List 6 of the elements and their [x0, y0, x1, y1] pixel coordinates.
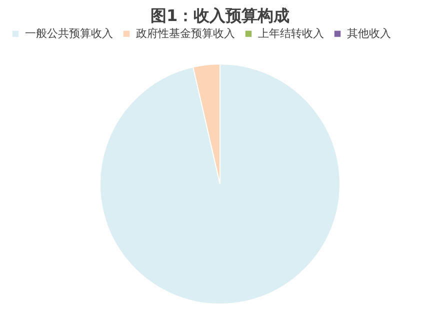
legend-label: 其他收入: [347, 26, 391, 40]
chart-title: 图1：收入预算构成: [150, 6, 290, 25]
legend-label: 上年结转收入: [258, 26, 324, 40]
legend-label: 一般公共预算收入: [25, 26, 113, 40]
pie-slice: [100, 64, 340, 304]
legend-label: 政府性基金预算收入: [136, 26, 235, 40]
